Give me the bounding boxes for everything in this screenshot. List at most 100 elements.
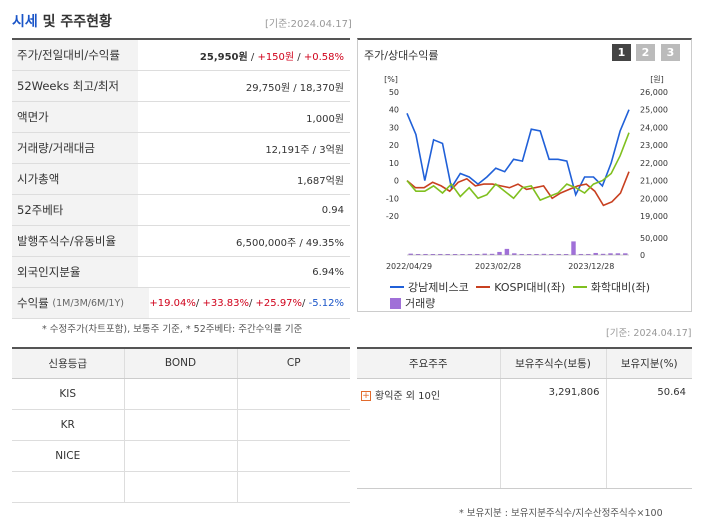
left-tick-label: 50 (389, 88, 399, 97)
base-date-2: [기준: 2024.04.17] (606, 328, 692, 339)
row-returns: 수익률 (1M/3M/6M/1Y) +19.04%/ +33.83%/ +25.… (12, 288, 350, 319)
volume-bar (423, 253, 428, 255)
volume-bar (445, 254, 450, 255)
chart-panel (357, 38, 692, 312)
volume-bar (460, 254, 465, 255)
legend-volume[interactable]: 거래량 (390, 295, 435, 311)
volume-bar (512, 253, 517, 255)
expand-icon[interactable]: + (361, 390, 371, 401)
title-highlight: 시세 (12, 14, 38, 30)
chart-tab-2[interactable]: 2 (636, 44, 655, 61)
volume-bar (549, 254, 554, 255)
left-tick-label: 10 (389, 159, 399, 168)
market-note: * 수정주가(차트포함), 보통주 기준, * 52주베타: 주간수익률 기준 (42, 324, 303, 335)
row-value: 29,750원 / 18,370원 (245, 82, 344, 94)
right-tick-label: 19,000 (640, 212, 668, 221)
right-tick-label: 20,000 (640, 194, 668, 203)
volume-bar (489, 253, 495, 255)
legend-price[interactable]: 강남제비스코 (390, 279, 469, 295)
volume-bar (438, 253, 443, 255)
series-price-line (406, 109, 630, 197)
credit-table: 신용등급 BOND CP KIS KR NICE (12, 347, 350, 503)
table-row: NICE (12, 440, 350, 472)
row-52weeks: 52Weeks 최고/최저 29,750원 / 18,370원 (12, 71, 350, 102)
base-date: [기준:2024.04.17] (265, 19, 352, 30)
row-value: 12,191주 / 3억원 (265, 144, 344, 156)
row-label: 발행주식수/유동비율 (12, 226, 138, 256)
volume-bar (623, 253, 628, 255)
col-holder: 주요주주 (357, 348, 501, 379)
chart-title: 주가/상대수익률 (364, 49, 439, 62)
x-tick-label: 2023/02/28 (475, 262, 521, 271)
volume-bar (541, 253, 547, 255)
left-tick-label: 30 (389, 123, 399, 132)
chart-tab-3[interactable]: 3 (661, 44, 680, 61)
volume-bar (408, 253, 413, 255)
right-tick-label: 24,000 (640, 123, 668, 132)
row-beta: 52주베타 0.94 (12, 195, 350, 226)
price-chart: [%] [원] 50 40 30 20 10 0 -10 -20 26,000 25,000 24,00… (384, 75, 668, 271)
row-value: 1,687억원 (296, 175, 344, 187)
legend-chem[interactable]: 화학대비(좌) (572, 279, 650, 295)
volume-bar (519, 253, 524, 255)
series-chem-line (406, 132, 630, 202)
holder-name[interactable]: 황익준 외 10인 (375, 390, 441, 402)
row-value: 6,500,000주 / 49.35% (236, 237, 344, 249)
volume-bar (600, 253, 606, 255)
volume-bar (430, 254, 436, 255)
row-price: 주가/전일대비/수익률 25,950원 / +150원 / +0.58% (12, 40, 350, 71)
volume-bar (415, 254, 421, 255)
holders-note: * 보유지분 : 보유지분주식수/지수산정주식수×100 (459, 508, 663, 519)
page-title: 시세 및 주주현황 (12, 11, 112, 31)
volume-bar (608, 253, 613, 255)
row-label: 수익률 (1M/3M/6M/1Y) (12, 288, 150, 318)
col-shares: 보유주식수(보통) (500, 348, 607, 379)
market-table: 주가/전일대비/수익률 25,950원 / +150원 / +0.58% 52W… (12, 38, 350, 319)
col-cp: CP (237, 348, 350, 379)
row-value: +19.04%/ +33.83%/ +25.97%/ -5.12% (149, 297, 344, 309)
volume-bar (526, 254, 532, 255)
volume-bar (593, 252, 598, 255)
left-tick-label: -20 (386, 212, 399, 221)
legend-kospi[interactable]: KOSPI대비(좌) (476, 279, 565, 295)
volume-bar (467, 253, 473, 255)
left-tick-label: 20 (389, 141, 399, 150)
row-label: 시가총액 (12, 164, 138, 194)
row-label: 52Weeks 최고/최저 (12, 71, 138, 101)
col-credit: 신용등급 (12, 348, 125, 379)
volume-bar (586, 253, 591, 255)
volume-bar (475, 254, 480, 255)
volume-bar (578, 253, 584, 255)
series-kospi-line (406, 171, 630, 207)
right-tick-label: 22,000 (640, 159, 668, 168)
left-tick-label: 0 (394, 177, 399, 186)
volume-bar (497, 251, 502, 255)
table-row: KR (12, 409, 350, 441)
volume-bar (563, 254, 569, 255)
row-label: 액면가 (12, 102, 138, 132)
volume-bar (571, 241, 576, 255)
volume-tick-label: 0 (640, 251, 645, 260)
holder-pct: 50.64 (606, 378, 692, 489)
volume-bar (482, 253, 487, 255)
chart-tab-1[interactable]: 1 (612, 44, 631, 61)
row-value: 1,000원 (306, 113, 344, 125)
x-tick-label: 2023/12/28 (568, 262, 614, 271)
left-tick-label: -10 (386, 194, 399, 203)
right-axis-label: [원] (650, 75, 664, 84)
right-tick-label: 26,000 (640, 88, 668, 97)
row-label: 외국인지분율 (12, 257, 138, 287)
left-tick-label: 40 (389, 106, 399, 115)
volume-bar (534, 254, 539, 255)
right-tick-label: 25,000 (640, 106, 668, 115)
x-tick-label: 2022/04/29 (386, 262, 432, 271)
holders-table: 주요주주 보유주식수(보통) 보유지분(%) + 황익준 외 10인 3,291,… (357, 347, 692, 489)
col-pct: 보유지분(%) (606, 348, 692, 379)
row-value: 25,950원 / +150원 / +0.58% (199, 51, 344, 63)
row-label: 주가/전일대비/수익률 (12, 40, 138, 70)
volume-bar (452, 254, 458, 255)
row-value: 0.94 (321, 204, 344, 216)
right-tick-label: 21,000 (640, 177, 668, 186)
chart-legend: 강남제비스코 KOSPI대비(좌) 화학대비(좌) 거래량 (390, 278, 690, 312)
volume-bar (556, 253, 561, 255)
